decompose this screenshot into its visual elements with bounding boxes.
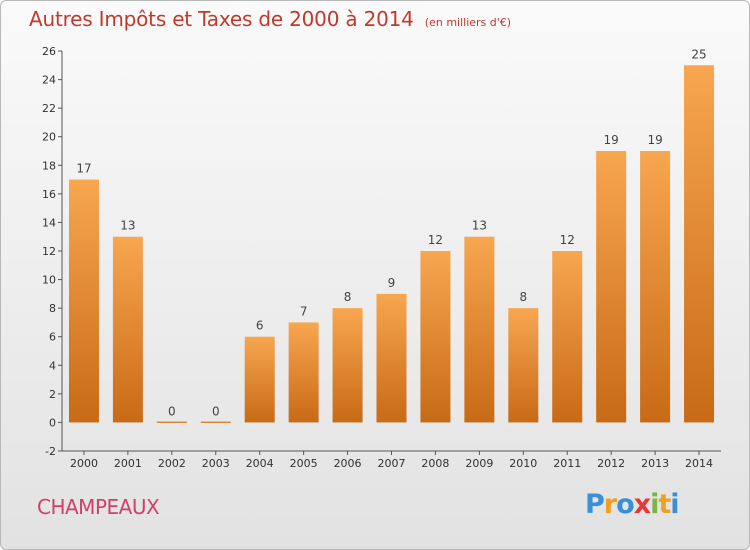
y-tick-label: 4 — [49, 359, 56, 372]
data-labels: 17 13 0 0 6 7 8 9 12 13 8 12 19 19 25 — [76, 47, 706, 418]
y-tick-label: 24 — [42, 74, 56, 87]
x-tick-label: 2004 — [246, 457, 274, 470]
x-tick-label: 2006 — [334, 457, 362, 470]
y-tick-label: 10 — [42, 274, 56, 287]
logo-letter: P — [585, 489, 605, 520]
data-label: 0 — [168, 404, 176, 418]
logo-letter: i — [670, 489, 679, 520]
y-tick-label: 20 — [42, 131, 56, 144]
data-label: 9 — [388, 276, 396, 290]
logo-letter: t — [658, 489, 671, 520]
data-label: 17 — [76, 162, 91, 176]
proxiti-logo[interactable]: Proxiti — [585, 489, 680, 520]
bar — [464, 236, 495, 423]
bar — [112, 236, 143, 423]
x-tick-label: 2010 — [509, 457, 537, 470]
bar — [552, 251, 583, 423]
y-tick-label: 12 — [42, 245, 56, 258]
logo-letter: o — [616, 489, 635, 520]
data-label: 12 — [428, 233, 443, 247]
y-tick-label: 2 — [49, 388, 56, 401]
y-tick-label: 18 — [42, 159, 56, 172]
x-tick-label: 2012 — [597, 457, 625, 470]
x-tick-label: 2008 — [421, 457, 449, 470]
bar — [420, 251, 451, 423]
logo-letter: x — [633, 489, 651, 520]
data-label: 0 — [212, 404, 220, 418]
logo-letter: i — [650, 489, 659, 520]
data-label: 8 — [519, 290, 527, 304]
bar — [68, 179, 99, 423]
y-tick-label: 22 — [42, 102, 56, 115]
x-tick-label: 2005 — [290, 457, 318, 470]
data-label: 7 — [300, 304, 308, 318]
bar — [288, 322, 319, 423]
bar — [244, 336, 275, 423]
chart-subtitle: (en milliers d'€) — [424, 16, 512, 29]
x-tick-label: 2001 — [114, 457, 142, 470]
title-row: Autres Impôts et Taxes de 2000 à 2014 (e… — [29, 7, 511, 31]
x-tick-label: 2007 — [378, 457, 406, 470]
x-tick-label: 2013 — [641, 457, 669, 470]
data-label: 25 — [691, 47, 706, 61]
bar — [508, 308, 539, 423]
y-tick-label: 6 — [49, 331, 56, 344]
data-label: 6 — [256, 319, 264, 333]
data-label: 12 — [560, 233, 575, 247]
data-label: 19 — [604, 133, 619, 147]
x-tick-label: 2009 — [465, 457, 493, 470]
bar — [332, 308, 363, 423]
y-tick-label: 0 — [49, 416, 56, 429]
commune-name: CHAMPEAUX — [37, 495, 160, 519]
bar — [640, 151, 671, 423]
data-label: 13 — [120, 219, 135, 233]
x-tick-label: 2003 — [202, 457, 230, 470]
y-tick-label: 16 — [42, 188, 56, 201]
x-tick-label: 2011 — [553, 457, 581, 470]
chart-title: Autres Impôts et Taxes de 2000 à 2014 — [29, 7, 414, 31]
y-tick-label: 14 — [42, 216, 56, 229]
x-tick-label: 2000 — [70, 457, 98, 470]
data-label: 19 — [647, 133, 662, 147]
logo-letter: r — [603, 489, 617, 520]
x-tick-label: 2002 — [158, 457, 186, 470]
y-tick-label: 8 — [49, 302, 56, 315]
bar — [376, 293, 407, 423]
bars — [68, 65, 715, 423]
bar — [200, 421, 231, 423]
data-label: 13 — [472, 219, 487, 233]
y-tick-label: -2 — [45, 445, 56, 458]
data-label: 8 — [344, 290, 352, 304]
bar — [156, 421, 187, 423]
x-tick-label: 2014 — [685, 457, 713, 470]
bar — [684, 65, 715, 423]
y-tick-label: 26 — [42, 45, 56, 58]
bar — [596, 151, 627, 423]
